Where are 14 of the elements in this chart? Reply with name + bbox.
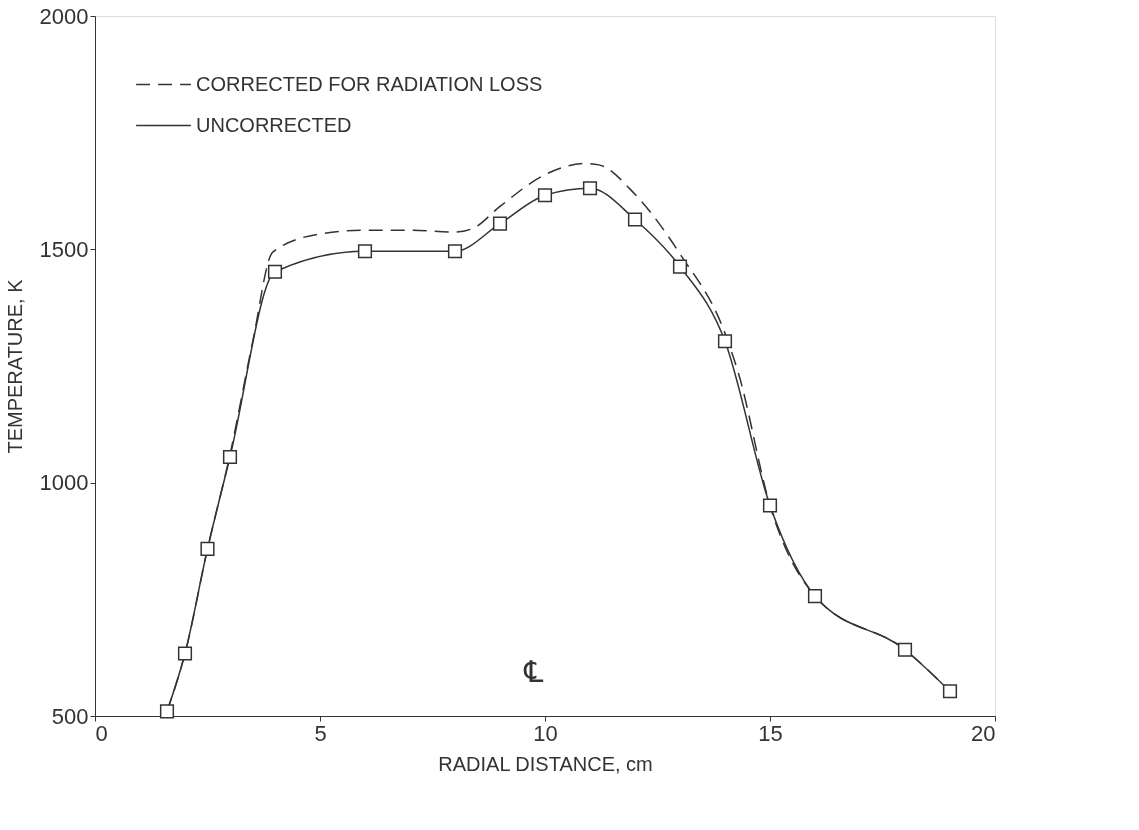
- x-tick-label: 15: [758, 720, 783, 746]
- y-tick-label: 1000: [39, 470, 89, 496]
- y-axis-title: TEMPERATURE, K: [3, 278, 26, 454]
- x-tick-label: 5: [314, 720, 327, 746]
- annotation: ℄: [523, 654, 544, 689]
- y-tick-label: 500: [51, 703, 89, 729]
- y-tick-label: 2000: [39, 3, 89, 29]
- legend-label: CORRECTED FOR RADIATION LOSS: [196, 72, 543, 95]
- legend-label: UNCORRECTED: [196, 113, 352, 136]
- y-tick-label: 1500: [39, 236, 89, 262]
- x-tick-label: 10: [533, 720, 558, 746]
- x-tick-label: 0: [95, 720, 108, 746]
- x-axis-title: RADIAL DISTANCE, cm: [438, 752, 653, 775]
- x-tick-label: 20: [971, 720, 996, 746]
